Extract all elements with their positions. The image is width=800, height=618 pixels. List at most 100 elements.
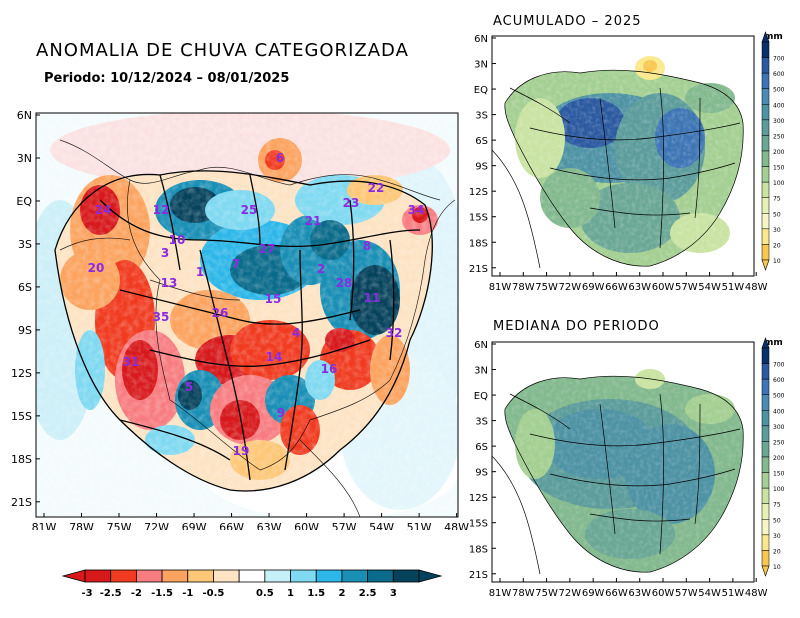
mediana-scale-swatch — [761, 363, 770, 380]
basin-number-label: 12 — [153, 203, 170, 217]
basin-number-label: 28 — [336, 276, 353, 290]
main-lat-label: 15S — [11, 410, 32, 423]
mediana-lat-label: 18S — [469, 544, 488, 555]
acumulado-scale-label: 500 — [773, 87, 785, 94]
basin-number-label: 20 — [88, 261, 105, 275]
colorbar-label: -3 — [81, 588, 92, 599]
acumulado-scale-label: 700 — [773, 56, 785, 63]
colorbar-swatch — [392, 569, 420, 583]
mediana-scale-swatch — [761, 441, 770, 458]
mediana-scale-label: 500 — [773, 393, 785, 400]
colorbar-swatch — [187, 569, 214, 583]
acumulado-lon-label: 78W — [512, 282, 535, 293]
mediana-scale-swatch — [761, 378, 770, 395]
basin-number-label: 32 — [386, 326, 403, 340]
basin-number-label: 27 — [259, 242, 276, 256]
acumulado-scale-swatch — [761, 150, 770, 167]
main-lon-label: 72W — [144, 521, 169, 530]
main-lat-label: 21S — [11, 496, 32, 509]
mediana-scale-swatch — [761, 519, 770, 536]
colorbar-swatch — [110, 569, 137, 583]
mediana-scale-swatch — [761, 394, 770, 411]
mediana-scale-swatch — [761, 410, 770, 427]
main-lon-label: 57W — [332, 521, 357, 530]
acumulado-lon-label: 69W — [582, 282, 605, 293]
main-lon-label: 54W — [369, 521, 394, 530]
mediana-scale-swatch — [761, 534, 770, 551]
mediana-lat-label: 6N — [474, 340, 488, 351]
acumulado-scale-swatch — [761, 181, 770, 198]
mediana-lon-label: 60W — [652, 588, 675, 599]
mediana-scale-label: 250 — [773, 439, 785, 446]
mediana-lat-label: 3S — [475, 417, 488, 428]
colorbar-high-arrow — [418, 569, 443, 583]
acumulado-scale-label: 250 — [773, 133, 785, 140]
main-lat-ticks: 6N 3N EQ 3S 6S 9S 12S 15S 18S 21S — [11, 109, 40, 509]
acumulado-lon-label: 63W — [628, 282, 651, 293]
basin-number-label: 6 — [276, 151, 284, 165]
colorbar-swatch — [84, 569, 112, 583]
basin-number-label: 16 — [321, 362, 338, 376]
acumulado-lon-label: 57W — [675, 282, 698, 293]
acumulado-scale-label: 50 — [773, 211, 781, 218]
acumulado-lon-label: 66W — [605, 282, 628, 293]
acumulado-scale-label: 20 — [773, 242, 781, 249]
basin-number-label: 10 — [169, 233, 186, 247]
main-lat-label: 6N — [17, 109, 32, 122]
main-lat-label: 6S — [18, 281, 32, 294]
basin-number-label: 7 — [232, 257, 240, 271]
acumulado-lat-label: 15S — [469, 213, 488, 224]
acumulado-scale-label: 400 — [773, 102, 785, 109]
basin-number-label: 21 — [305, 214, 322, 228]
main-lon-label: 51W — [407, 521, 432, 530]
acumulado-lon-label: 48W — [745, 282, 768, 293]
acumulado-lat-label: 12S — [469, 187, 488, 198]
colorbar-label: -1.5 — [151, 588, 173, 599]
mediana-scale-label: 700 — [773, 362, 785, 369]
colorbar-label: -0.5 — [203, 588, 225, 599]
colorbar-swatch — [135, 569, 163, 583]
acumulado-scale-swatch — [761, 228, 770, 245]
main-lat-label: 3S — [18, 238, 32, 251]
main-lon-label: 75W — [107, 521, 132, 530]
acumulado-scale-label: 100 — [773, 180, 785, 187]
mediana-scale-swatch — [761, 347, 770, 364]
main-lat-label: EQ — [16, 195, 32, 208]
mediana-map: 6N 3N EQ 3S 6S 9S 12S 15S 18S 21S 81W 78W 75W 72W 69W… — [469, 337, 785, 599]
acumulado-scale-label: 200 — [773, 149, 785, 156]
country-borders — [59, 139, 456, 517]
mediana-scale-label: 600 — [773, 377, 785, 384]
acumulado-lon-label: 51W — [722, 282, 745, 293]
basin-number-label: 19 — [233, 444, 250, 458]
acumulado-scale-label: 150 — [773, 165, 785, 172]
mediana-unit: mm — [764, 338, 783, 348]
colorbar-swatch — [238, 569, 266, 583]
acumulado-lat-label: 21S — [469, 264, 488, 275]
mediana-scale-label: 30 — [773, 533, 781, 540]
mediana-scale-label: 200 — [773, 455, 785, 462]
basin-number-label: 35 — [153, 310, 170, 324]
colorbar-swatch — [315, 569, 343, 583]
acumulado-lat-label: 6S — [475, 136, 488, 147]
mediana-title: MEDIANA DO PERIODO — [493, 319, 660, 334]
basin-number-label: 2 — [317, 262, 325, 276]
colorbar-label: -1 — [182, 588, 193, 599]
acumulado-scale-bottom-arrow — [761, 259, 770, 271]
period-label: Periodo: — [44, 71, 106, 86]
basin-number-label: 1 — [196, 265, 204, 279]
period-line: Periodo: 10/12/2024 – 08/01/2025 — [44, 71, 289, 86]
mediana-lon-label: 51W — [722, 588, 745, 599]
colorbar-low-arrow — [61, 569, 86, 583]
main-map-title: ANOMALIA DE CHUVA CATEGORIZADA — [36, 40, 409, 61]
acumulado-scale-label: 600 — [773, 71, 785, 78]
colorbar-label: -2 — [131, 588, 142, 599]
mediana-scale-swatch — [761, 456, 770, 473]
acumulado-lat-label: EQ — [474, 85, 488, 96]
main-lon-label: 48W — [444, 521, 469, 530]
mediana-lon-label: 57W — [675, 588, 698, 599]
basin-number-label: 11 — [364, 291, 381, 305]
acumulado-lon-label: 81W — [489, 282, 512, 293]
mediana-scale-label: 50 — [773, 517, 781, 524]
mediana-lat-label: EQ — [474, 391, 488, 402]
